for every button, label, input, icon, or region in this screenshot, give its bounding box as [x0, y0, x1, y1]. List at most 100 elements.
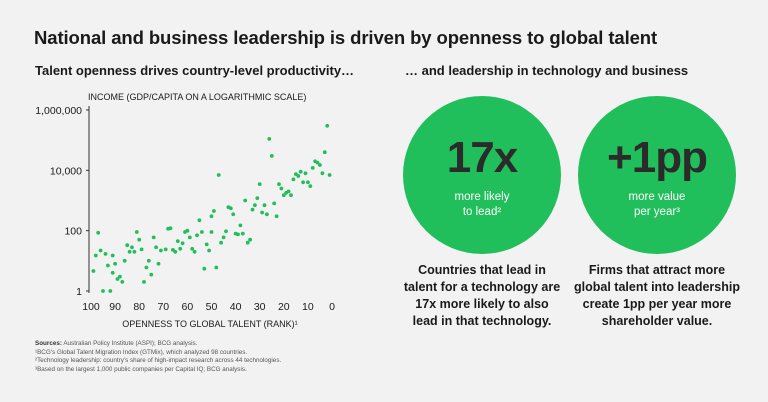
data-point — [228, 206, 233, 211]
caption-line: create 1pp per year more — [582, 297, 732, 311]
x-tick-label: 100 — [82, 301, 100, 313]
data-point — [262, 203, 267, 208]
data-point — [257, 182, 262, 186]
data-point — [108, 289, 113, 293]
stat-label: more value per year³ — [598, 190, 716, 220]
stat-label-line: per year³ — [633, 206, 681, 218]
data-point — [98, 248, 103, 253]
data-point — [236, 232, 240, 237]
x-tick-label: 10 — [302, 301, 314, 313]
data-point — [168, 226, 173, 231]
data-point — [96, 230, 101, 235]
data-point — [315, 160, 320, 165]
data-point — [209, 230, 214, 234]
data-point — [159, 248, 163, 253]
data-point — [175, 239, 180, 244]
x-axis-label: OPENNESS TO GLOBAL TALENT (RANK)¹ — [122, 319, 297, 329]
caption-line: Firms that attract more — [588, 263, 726, 277]
data-point — [173, 249, 178, 254]
data-point — [260, 210, 264, 215]
x-tick-label: 60 — [182, 301, 194, 313]
caption-line: shareholder value. — [601, 314, 713, 328]
main-title: National and business leadership is driv… — [34, 27, 658, 48]
data-point — [277, 182, 281, 186]
data-point — [185, 228, 190, 233]
data-point — [327, 173, 332, 177]
data-point — [209, 214, 214, 219]
data-point — [180, 241, 185, 246]
left-heading: Talent openness drives country-level pro… — [35, 63, 355, 78]
sources-footnotes: Sources: Australian Policy Institute (AS… — [35, 340, 455, 374]
data-point — [125, 243, 130, 248]
data-point — [301, 180, 305, 185]
data-point — [202, 266, 207, 271]
caption-line: 17x more likely to also — [415, 297, 549, 311]
stat-circle-17x: 17x more likely to lead² — [403, 96, 561, 254]
data-point — [122, 258, 127, 263]
data-point — [308, 184, 313, 188]
x-tick-label: 90 — [109, 301, 121, 313]
data-point — [115, 277, 120, 281]
data-point — [146, 258, 151, 263]
sources-label: Sources: — [35, 340, 62, 347]
data-point — [224, 229, 228, 234]
data-point — [240, 231, 245, 236]
caption-line: global talent into leadership — [574, 280, 740, 294]
data-point — [178, 246, 183, 251]
data-point — [137, 237, 142, 242]
data-point — [272, 201, 277, 206]
data-point — [221, 235, 226, 240]
data-point — [303, 171, 308, 176]
data-point — [192, 249, 197, 254]
data-point — [103, 252, 108, 256]
data-point — [110, 253, 115, 258]
footnote-3: ³Based on the largest 1,000 public compa… — [35, 365, 247, 373]
data-point — [214, 265, 219, 270]
x-tick-label: 30 — [254, 301, 266, 313]
data-point — [93, 253, 98, 258]
stat-caption-firms: Firms that attract more global talent in… — [567, 262, 747, 330]
data-point — [195, 233, 199, 238]
data-point — [151, 235, 156, 240]
stat-label-line: more likely — [454, 191, 510, 203]
stat-circle-1pp: +1pp more value per year³ — [578, 96, 736, 254]
data-point — [267, 137, 272, 141]
data-point — [142, 280, 146, 284]
data-point — [274, 214, 279, 219]
data-point — [286, 189, 291, 194]
x-tick-label: 70 — [157, 301, 169, 313]
stat-label: more likely to lead² — [423, 190, 541, 220]
data-point — [91, 269, 96, 273]
data-point — [238, 223, 243, 228]
data-point — [144, 265, 149, 270]
stat-caption-countries: Countries that lead in talent for a tech… — [392, 262, 572, 330]
data-point — [320, 171, 325, 176]
data-point — [289, 193, 293, 198]
data-point — [318, 163, 322, 167]
y-tick-label: 10,000 — [50, 165, 82, 177]
x-tick-label: 20 — [278, 301, 290, 313]
y-tick-label: 100 — [64, 226, 82, 238]
data-point — [110, 270, 115, 275]
data-point — [296, 174, 301, 178]
caption-line: lead in that technology. — [412, 314, 552, 328]
x-tick-label: 50 — [206, 301, 218, 313]
data-point — [127, 249, 132, 254]
data-point — [281, 193, 286, 198]
data-point — [200, 230, 204, 234]
data-point — [243, 198, 248, 203]
data-point — [279, 186, 284, 191]
sources-text: Australian Policy Institute (ASPI); BCG … — [63, 340, 198, 347]
data-point — [139, 247, 144, 252]
caption-line: talent for a technology are — [403, 280, 561, 294]
x-tick-label: 80 — [133, 301, 145, 313]
x-tick-label: 0 — [329, 301, 335, 313]
data-point — [269, 154, 274, 158]
data-point — [322, 150, 327, 155]
data-point — [207, 248, 212, 253]
data-point — [216, 173, 221, 177]
stat-value: 17x — [446, 133, 518, 182]
data-point — [163, 247, 168, 252]
y-axis-label: INCOME (GDP/CAPITA ON A LOGARITHMIC SCAL… — [88, 92, 306, 102]
data-point — [204, 242, 209, 247]
